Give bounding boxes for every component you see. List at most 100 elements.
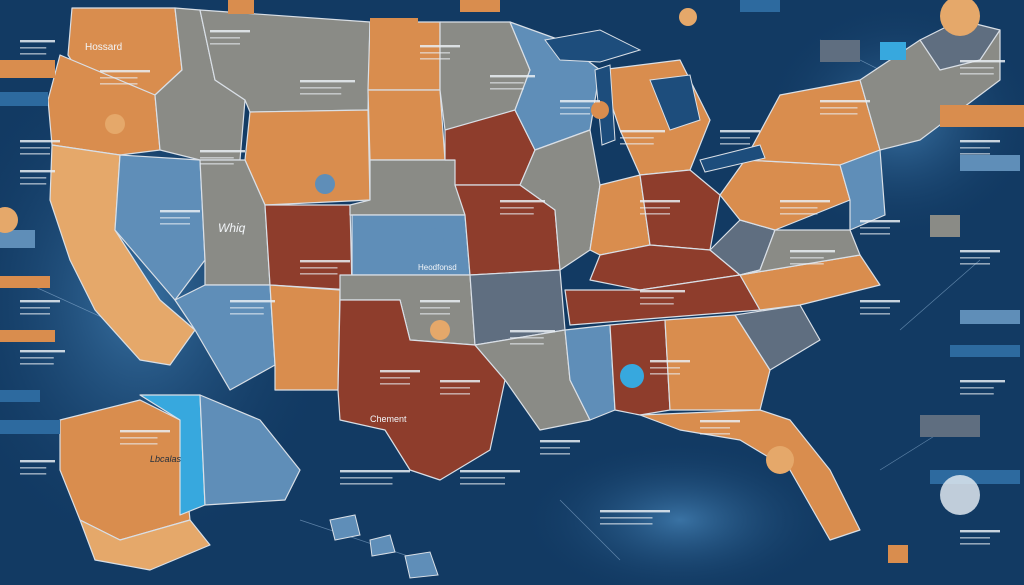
text-stripe [700,433,730,435]
text-stripe [300,80,355,83]
text-stripe [650,360,690,363]
circle-marker-icon [105,114,125,134]
text-stripe [420,45,460,48]
text-stripe [820,107,858,109]
text-stripe [500,200,545,203]
text-stripe [230,300,275,303]
text-stripe [160,217,190,219]
text-stripe [300,267,338,269]
text-stripe [20,53,47,55]
text-stripe [960,263,990,265]
text-stripe [790,250,835,253]
text-stripe [20,467,47,469]
text-stripe [620,137,654,139]
text-stripe [200,150,245,153]
text-stripe [380,383,410,385]
text-stripe [20,460,55,463]
state-florida [639,409,861,541]
text-stripe [460,470,520,473]
text-stripe [720,130,760,133]
top-tiles [228,0,906,62]
text-stripe [20,183,47,185]
text-stripe [100,70,150,73]
circle-marker-icon [620,364,644,388]
text-stripe [380,370,420,373]
alaska-inset [59,394,301,571]
left-info-panels [0,60,60,434]
text-stripe [960,537,990,539]
text-stripe [20,47,47,49]
circle-marker-icon [766,446,794,474]
text-stripe [120,430,170,433]
text-stripe [490,82,524,84]
text-stripe [230,313,264,315]
lake-erie [699,144,766,173]
text-stripe [500,213,534,215]
text-stripe [960,380,1005,383]
text-stripe [340,477,393,479]
state-texas [337,299,506,481]
state-ohio [639,169,721,251]
text-stripe [20,313,50,315]
text-stripe [490,75,535,78]
state-south-dakota [367,89,446,161]
text-stripe [960,250,1000,253]
circle-markers [0,0,980,515]
text-stripe [640,207,670,209]
text-stripe [300,87,342,89]
text-stripe [460,477,505,479]
state-alaska-west [59,399,191,541]
text-stripe [960,73,994,75]
circle-marker-icon [0,207,18,233]
text-stripe [780,207,818,209]
label-ar: Chement [370,414,407,424]
label-ne: Heodfonsd [418,263,457,272]
text-stripe [640,303,674,305]
text-stripe [380,377,410,379]
states-layer [47,7,1001,541]
circle-marker-icon [591,101,609,119]
text-stripe [460,483,505,485]
text-stripe [720,143,750,145]
text-stripe [820,113,858,115]
text-stripe [160,223,190,225]
text-stripe [300,260,350,263]
text-stripe [860,220,900,223]
text-stripe [420,52,450,54]
text-stripe [960,530,1000,533]
text-stripe [540,453,570,455]
circle-marker-icon [430,320,450,340]
text-stripe [20,147,50,149]
text-stripe [510,330,555,333]
state-colorado [264,204,353,291]
text-stripe [20,357,54,359]
text-stripe [440,393,470,395]
state-south-carolina [734,304,821,371]
text-stripe [600,510,670,513]
hawaii-islands [329,514,439,579]
text-stripe [960,60,1005,63]
text-stripe [960,393,994,395]
state-virginia [739,229,861,276]
circle-marker-icon [420,228,444,252]
text-stripe [790,257,824,259]
circle-marker-icon [940,0,980,36]
text-stripe [820,100,870,103]
text-stripe [440,387,470,389]
text-stripe [960,153,990,155]
text-stripe [20,40,55,43]
text-stripe [640,200,680,203]
text-stripe [420,307,450,309]
label-ak: Lbcalas [150,454,182,464]
circle-marker-icon [679,8,697,26]
state-alaska-east [199,394,301,506]
text-stripe [650,367,680,369]
text-stripe [300,93,342,95]
text-stripe [510,343,544,345]
text-stripe [860,227,890,229]
text-stripe [200,157,234,159]
text-stripe [640,213,670,215]
text-stripe [860,300,900,303]
right-info-panels [888,105,1024,563]
state-illinois [519,129,601,271]
